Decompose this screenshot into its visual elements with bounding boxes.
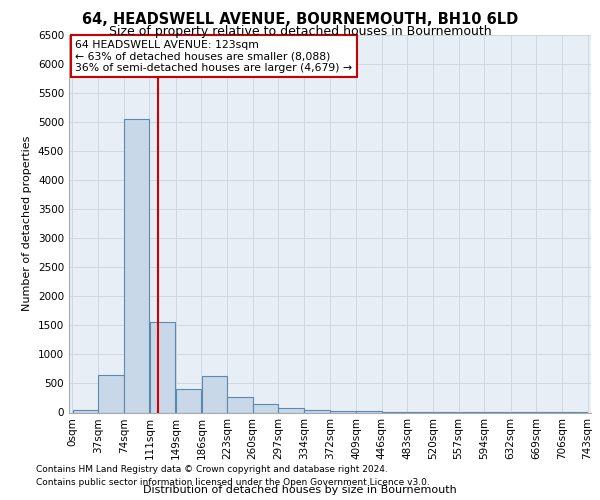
Bar [253, 404, 278, 412]
Bar [227, 397, 253, 412]
Bar [98, 375, 124, 412]
Bar [304, 410, 329, 412]
Text: 64 HEADSWELL AVENUE: 123sqm
← 63% of detached houses are smaller (8,088)
36% of : 64 HEADSWELL AVENUE: 123sqm ← 63% of det… [75, 40, 352, 73]
Bar [73, 410, 98, 412]
Text: Size of property relative to detached houses in Bournemouth: Size of property relative to detached ho… [109, 25, 491, 38]
Bar [124, 119, 149, 412]
Y-axis label: Number of detached properties: Number of detached properties [22, 136, 32, 312]
Text: Contains public sector information licensed under the Open Government Licence v3: Contains public sector information licen… [36, 478, 430, 487]
Bar [278, 408, 304, 412]
Text: 64, HEADSWELL AVENUE, BOURNEMOUTH, BH10 6LD: 64, HEADSWELL AVENUE, BOURNEMOUTH, BH10 … [82, 12, 518, 28]
Text: Contains HM Land Registry data © Crown copyright and database right 2024.: Contains HM Land Registry data © Crown c… [36, 466, 388, 474]
Text: Distribution of detached houses by size in Bournemouth: Distribution of detached houses by size … [143, 485, 457, 495]
Bar [149, 322, 175, 412]
Bar [202, 376, 227, 412]
Bar [176, 390, 202, 412]
Bar [331, 411, 356, 412]
